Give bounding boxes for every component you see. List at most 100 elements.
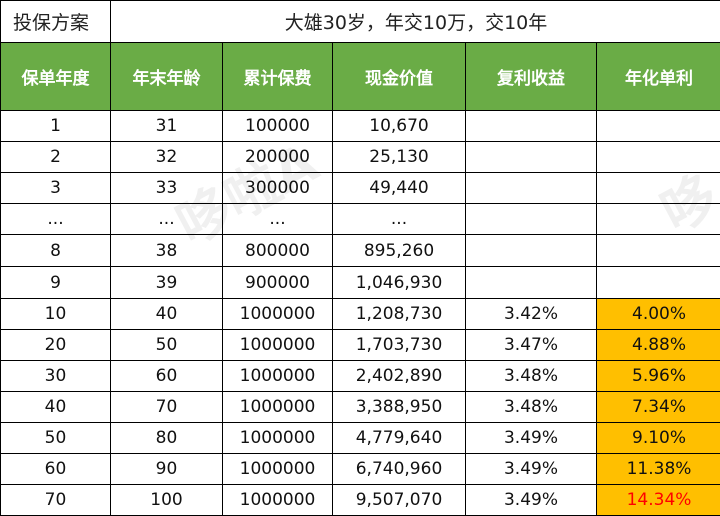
table-row: 3 33 300000 49,440 [0,172,720,204]
cell-age[interactable]: 38 [110,234,223,267]
cell-cash-value[interactable]: 49,440 [332,172,466,204]
table-row: 60 90 1000000 6,740,960 3.49% 11.38% [0,453,720,485]
cell-age[interactable]: 60 [110,360,223,392]
cell-compound-return[interactable]: 3.48% [465,391,597,423]
cell-simple-annual-return[interactable] [595,141,720,173]
cell-cash-value[interactable]: 1,208,730 [332,298,466,330]
cell-policy-year[interactable]: ... [0,203,111,235]
header-cash-value[interactable]: 现金价值 [332,42,466,111]
cell-cash-value[interactable]: 10,670 [332,110,466,142]
cell-cash-value[interactable]: 895,260 [332,234,466,267]
table-row: 70 100 1000000 9,507,070 3.49% 14.34% [0,484,720,516]
header-row: 保单年度 年末年龄 累计保费 现金价值 复利收益 年化单利 [0,42,720,111]
cell-cash-value[interactable]: ... [332,203,466,235]
header-compound-return[interactable]: 复利收益 [465,42,597,111]
table-row: 8 38 800000 895,260 [0,234,720,267]
cell-policy-year[interactable]: 8 [0,234,111,267]
cell-simple-annual-return[interactable] [595,172,720,204]
table-row: ............ [0,203,720,235]
cell-cumulative-premium[interactable]: ... [222,203,333,235]
table-row: 50 80 1000000 4,779,640 3.49% 9.10% [0,422,720,454]
cell-compound-return[interactable]: 3.49% [465,453,597,485]
table-row: 10 40 1000000 1,208,730 3.42% 4.00% [0,298,720,330]
cell-compound-return[interactable]: 3.47% [465,329,597,361]
cell-compound-return[interactable] [465,266,597,299]
cell-simple-annual-return[interactable]: 4.00% [595,298,720,330]
cell-simple-annual-return[interactable] [595,203,720,235]
cell-cash-value[interactable]: 25,130 [332,141,466,173]
cell-cash-value[interactable]: 6,740,960 [332,453,466,485]
cell-policy-year[interactable]: 30 [0,360,111,392]
cell-age[interactable]: 80 [110,422,223,454]
cell-cumulative-premium[interactable]: 900000 [222,266,333,299]
cell-simple-annual-return[interactable]: 11.38% [595,453,720,485]
cell-age[interactable]: 31 [110,110,223,142]
cell-compound-return[interactable]: 3.49% [465,422,597,454]
cell-policy-year[interactable]: 2 [0,141,111,173]
cell-age[interactable]: 39 [110,266,223,299]
header-age[interactable]: 年末年龄 [110,42,223,111]
cell-age[interactable]: 100 [110,484,223,516]
cell-compound-return[interactable] [465,203,597,235]
plan-label[interactable]: 投保方案 [0,0,111,43]
cell-cumulative-premium[interactable]: 200000 [222,141,333,173]
cell-age[interactable]: 70 [110,391,223,423]
cell-simple-annual-return[interactable] [595,234,720,267]
cell-cumulative-premium[interactable]: 100000 [222,110,333,142]
cell-policy-year[interactable]: 10 [0,298,111,330]
cell-compound-return[interactable] [465,141,597,173]
cell-cash-value[interactable]: 2,402,890 [332,360,466,392]
header-policy-year[interactable]: 保单年度 [0,42,111,111]
cell-cumulative-premium[interactable]: 1000000 [222,422,333,454]
cell-cumulative-premium[interactable]: 1000000 [222,453,333,485]
cell-age[interactable]: 50 [110,329,223,361]
cell-cumulative-premium[interactable]: 800000 [222,234,333,267]
cell-age[interactable]: ... [110,203,223,235]
cell-policy-year[interactable]: 9 [0,266,111,299]
plan-title[interactable]: 大雄30岁，年交10万，交10年 [109,0,720,43]
table-row: 9 39 900000 1,046,930 [0,266,720,299]
cell-policy-year[interactable]: 60 [0,453,111,485]
cell-cash-value[interactable]: 1,703,730 [332,329,466,361]
cell-cumulative-premium[interactable]: 1000000 [222,360,333,392]
cell-simple-annual-return[interactable]: 7.34% [595,391,720,423]
header-simple-annual-return[interactable]: 年化单利 [595,42,720,111]
cell-simple-annual-return[interactable]: 9.10% [595,422,720,454]
cell-compound-return[interactable]: 3.48% [465,360,597,392]
cell-policy-year[interactable]: 50 [0,422,111,454]
cell-cumulative-premium[interactable]: 1000000 [222,484,333,516]
cell-policy-year[interactable]: 3 [0,172,111,204]
cell-simple-annual-return[interactable]: 14.34% [595,484,720,516]
cell-compound-return[interactable]: 3.49% [465,484,597,516]
cell-age[interactable]: 32 [110,141,223,173]
cell-cash-value[interactable]: 1,046,930 [332,266,466,299]
cell-policy-year[interactable]: 40 [0,391,111,423]
table-row: 2 32 200000 25,130 [0,141,720,173]
cell-policy-year[interactable]: 70 [0,484,111,516]
cell-simple-annual-return[interactable] [595,110,720,142]
cell-policy-year[interactable]: 20 [0,329,111,361]
cell-simple-annual-return[interactable]: 4.88% [595,329,720,361]
cell-cash-value[interactable]: 9,507,070 [332,484,466,516]
cell-cumulative-premium[interactable]: 300000 [222,172,333,204]
cell-cumulative-premium[interactable]: 1000000 [222,391,333,423]
cell-cumulative-premium[interactable]: 1000000 [222,329,333,361]
cell-age[interactable]: 90 [110,453,223,485]
cell-compound-return[interactable] [465,172,597,204]
plan-row: 投保方案 大雄30岁，年交10万，交10年 [0,0,720,43]
cell-cumulative-premium[interactable]: 1000000 [222,298,333,330]
cell-compound-return[interactable] [465,110,597,142]
cell-cash-value[interactable]: 4,779,640 [332,422,466,454]
cell-cash-value[interactable]: 3,388,950 [332,391,466,423]
cell-simple-annual-return[interactable]: 5.96% [595,360,720,392]
cell-policy-year[interactable]: 1 [0,110,111,142]
cell-compound-return[interactable] [465,234,597,267]
header-cumulative-premium[interactable]: 累计保费 [222,42,333,111]
table-row: 30 60 1000000 2,402,890 3.48% 5.96% [0,360,720,392]
cell-age[interactable]: 33 [110,172,223,204]
table-row: 1 31 100000 10,670 [0,110,720,142]
cell-simple-annual-return[interactable] [595,266,720,299]
cell-age[interactable]: 40 [110,298,223,330]
cell-compound-return[interactable]: 3.42% [465,298,597,330]
